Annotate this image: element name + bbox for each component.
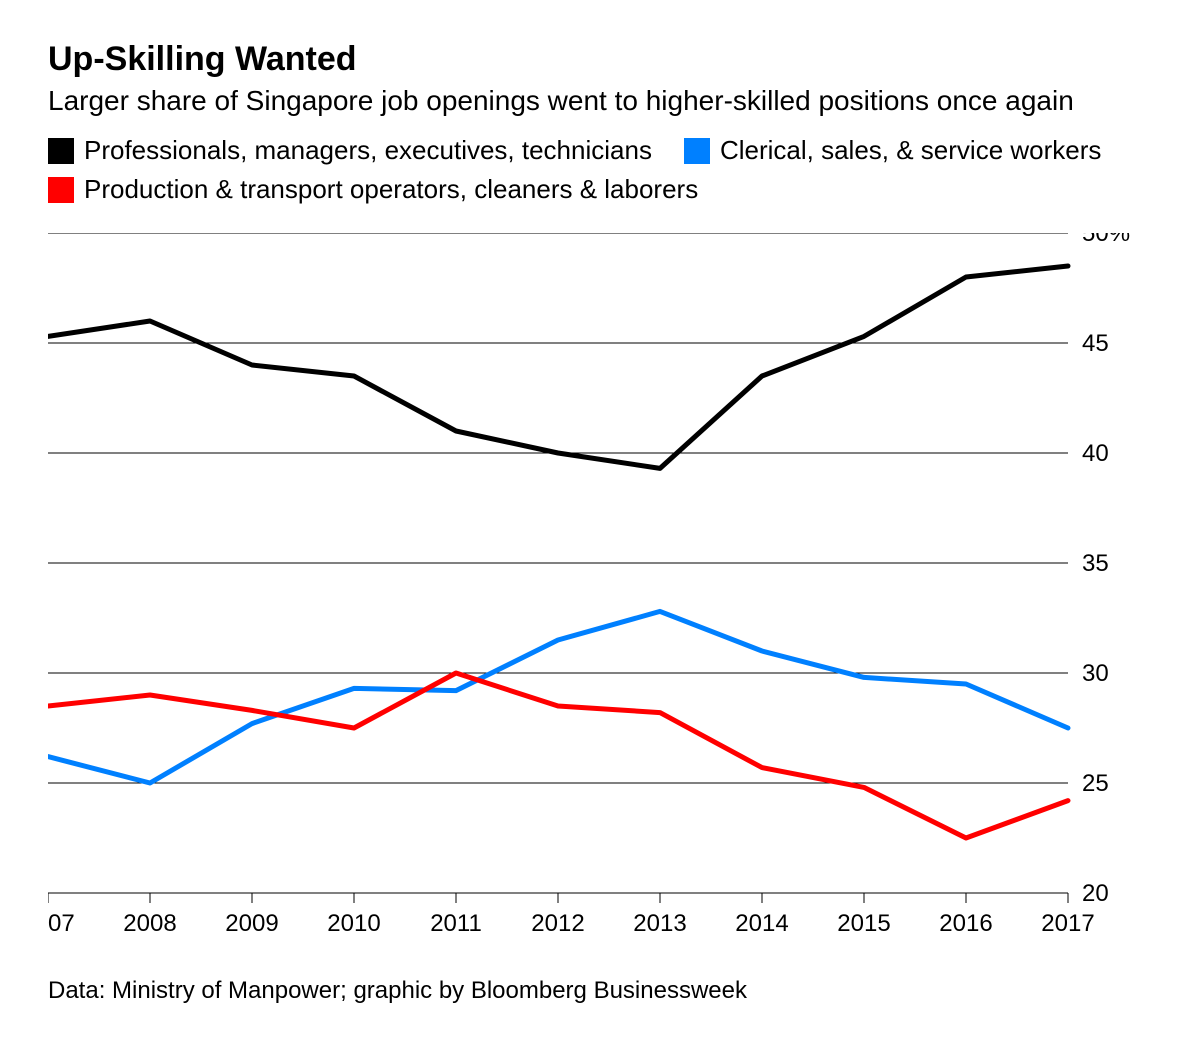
chart-subtitle: Larger share of Singapore job openings w… <box>48 85 1152 117</box>
y-tick-label: 25 <box>1082 770 1109 797</box>
legend-item: Production & transport operators, cleane… <box>48 174 698 205</box>
legend-swatch <box>48 177 74 203</box>
series-line <box>48 266 1068 468</box>
y-tick-label: 45 <box>1082 330 1109 357</box>
x-tick-label: 2008 <box>123 910 176 937</box>
legend-swatch <box>684 138 710 164</box>
y-tick-label: 35 <box>1082 550 1109 577</box>
chart-plot-area: 20 25 30 35 40 45 50% 2007 2008 2009 2010 2011 2012 2… <box>48 233 1152 953</box>
legend-label: Clerical, sales, & service workers <box>720 135 1101 166</box>
legend-label: Professionals, managers, executives, tec… <box>84 135 652 166</box>
y-tick-label: 20 <box>1082 880 1109 907</box>
chart-source: Data: Ministry of Manpower; graphic by B… <box>48 977 1152 1005</box>
legend-item: Professionals, managers, executives, tec… <box>48 135 652 166</box>
x-tick-label: 2013 <box>633 910 686 937</box>
x-tick-label: 2011 <box>430 910 482 937</box>
y-tick-label: 50% <box>1082 233 1130 247</box>
series-line <box>48 611 1068 783</box>
chart-container: Up-Skilling Wanted Larger share of Singa… <box>0 0 1200 1044</box>
legend-label: Production & transport operators, cleane… <box>84 174 698 205</box>
x-tick-label: 2010 <box>327 910 380 937</box>
x-tick-label: 2015 <box>837 910 890 937</box>
chart-title: Up-Skilling Wanted <box>48 40 1152 79</box>
x-tick-label: 2014 <box>735 910 788 937</box>
x-tick-label: 2016 <box>939 910 992 937</box>
x-tick-label: 2012 <box>531 910 584 937</box>
y-tick-label: 40 <box>1082 440 1109 467</box>
x-tick-label: 2017 <box>1041 910 1094 937</box>
legend-item: Clerical, sales, & service workers <box>684 135 1101 166</box>
y-tick-label: 30 <box>1082 660 1109 687</box>
x-tick-label: 2007 <box>48 910 75 937</box>
line-chart-svg: 20 25 30 35 40 45 50% 2007 2008 2009 2010 2011 2012 2… <box>48 233 1138 943</box>
legend: Professionals, managers, executives, tec… <box>48 135 1152 213</box>
x-tick-label: 2009 <box>225 910 278 937</box>
legend-swatch <box>48 138 74 164</box>
